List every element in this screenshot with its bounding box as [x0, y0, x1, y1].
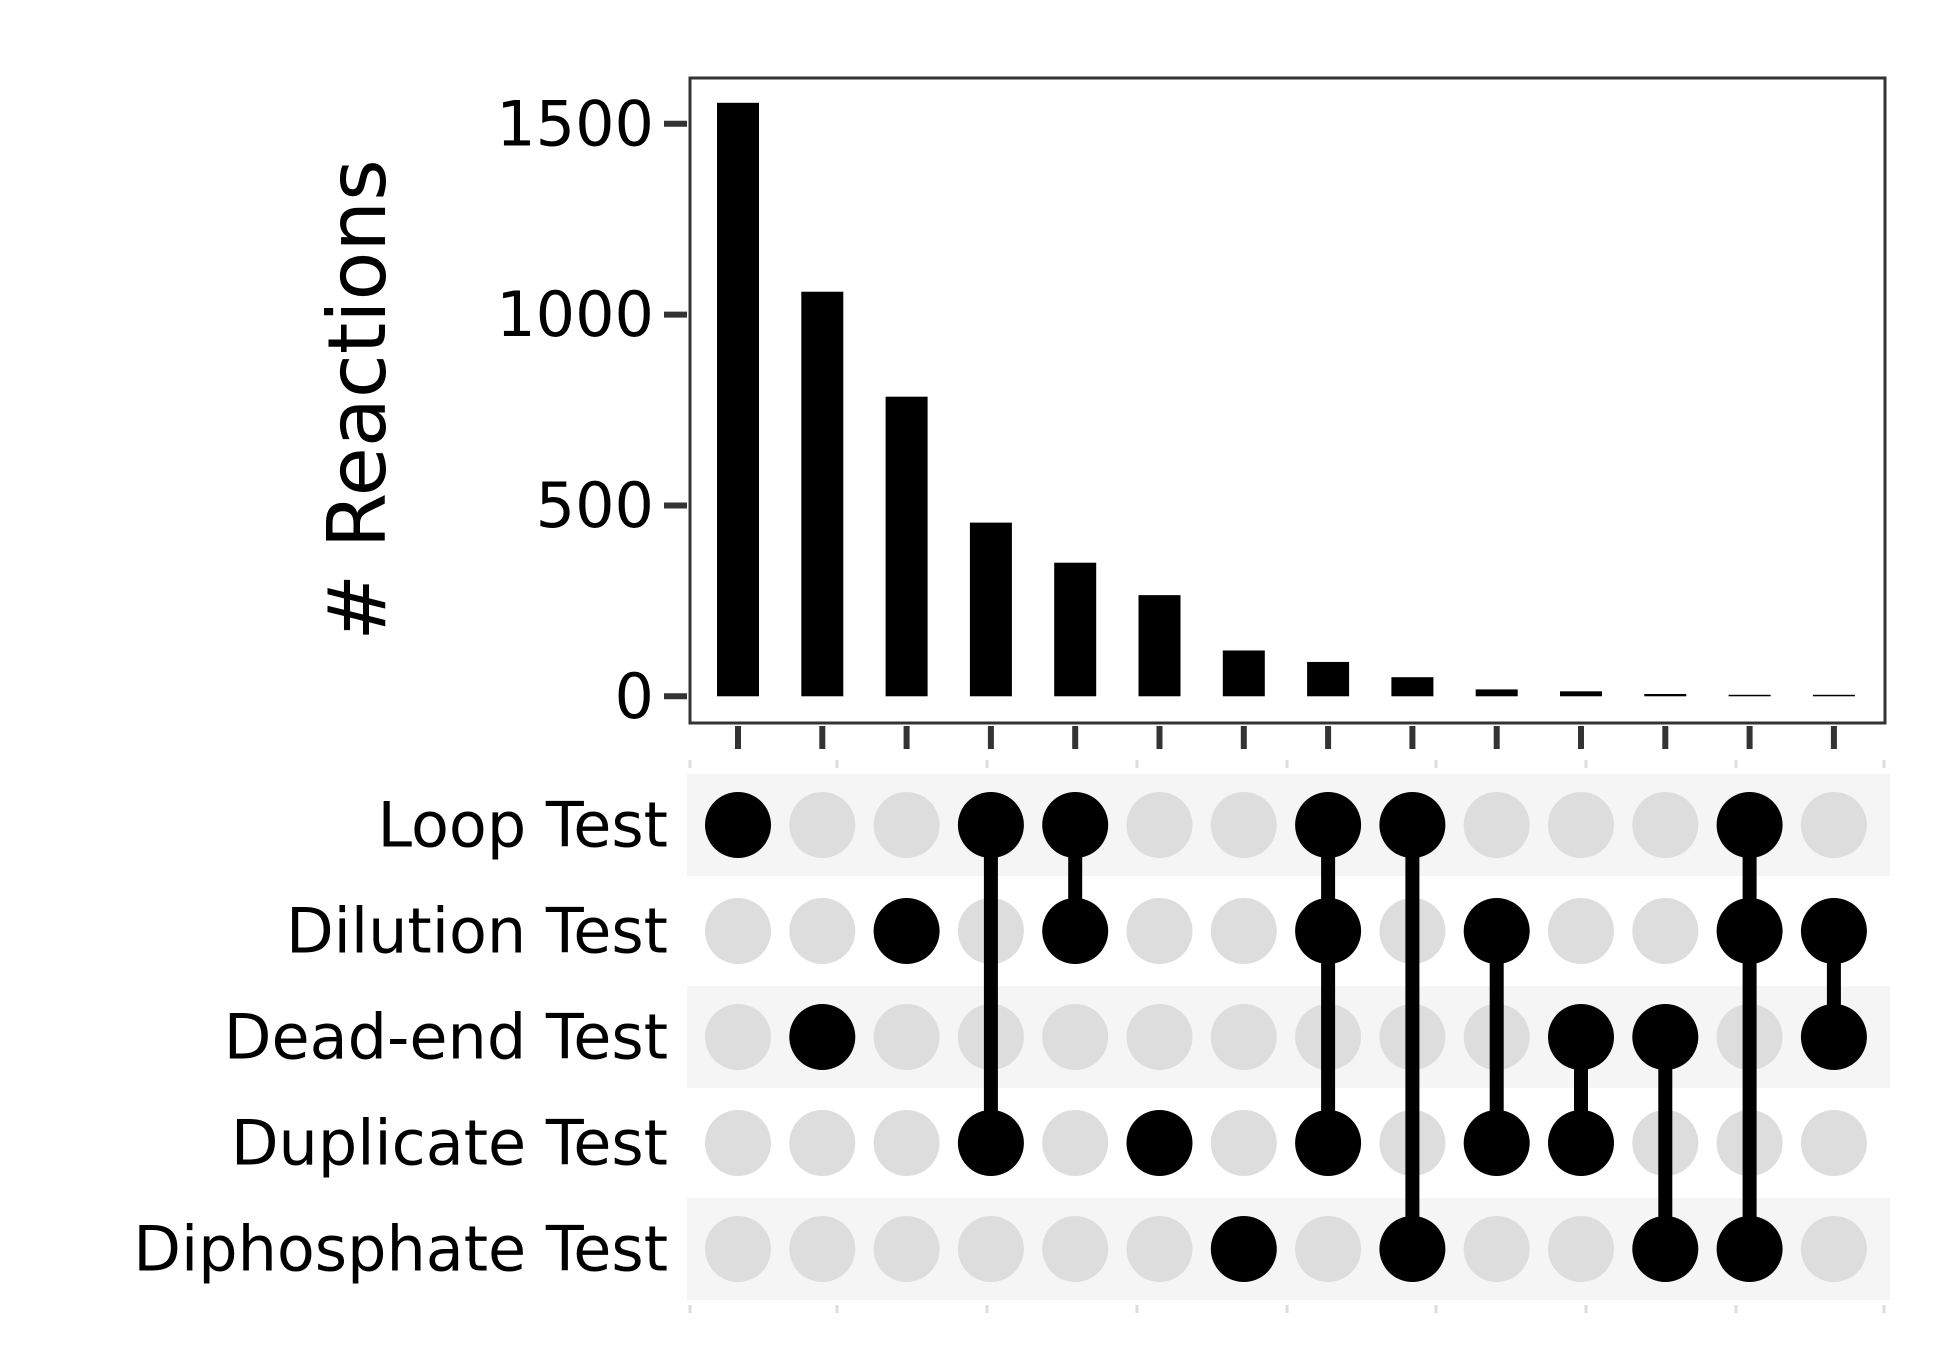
- matrix-dot-active: [789, 1004, 856, 1070]
- matrix-dot-active: [1126, 1110, 1193, 1176]
- y-axis: 0 500 1000 1500: [496, 87, 687, 733]
- matrix-dot-active: [957, 1110, 1024, 1176]
- matrix-dot-active: [1463, 898, 1530, 964]
- row-band: [687, 1198, 1890, 1300]
- matrix-dot-inactive: [1632, 792, 1699, 858]
- set-labels: Loop Test Dilution Test Dead-end Test Dupli…: [133, 789, 668, 1286]
- matrix-dot-active: [957, 792, 1024, 858]
- matrix-dot-inactive: [1210, 898, 1277, 964]
- bar: [1222, 650, 1265, 697]
- matrix-row-bands: [687, 774, 1890, 1300]
- matrix-dot-inactive: [1042, 1216, 1109, 1282]
- matrix-dot-inactive: [1548, 792, 1614, 858]
- matrix-dot-inactive: [1548, 1216, 1614, 1282]
- matrix-dot-inactive: [873, 1110, 940, 1176]
- bar: [1560, 691, 1602, 697]
- y-axis-title: # Reactions: [311, 159, 404, 641]
- matrix-dot-inactive: [1632, 898, 1699, 964]
- set-label: Dead-end Test: [224, 1001, 668, 1074]
- matrix-dot-inactive: [1126, 792, 1193, 858]
- set-label: Dilution Test: [286, 895, 668, 968]
- matrix-dot-active: [1716, 792, 1783, 858]
- matrix-dot-inactive: [873, 1216, 940, 1282]
- matrix-dot-inactive: [1126, 1004, 1193, 1070]
- bar: [1475, 689, 1518, 697]
- matrix-dot-active: [1042, 792, 1109, 858]
- y-tick-label: 500: [536, 469, 654, 542]
- matrix-dot-inactive: [1295, 1216, 1362, 1282]
- matrix-dot-inactive: [1548, 898, 1614, 964]
- matrix-dot-inactive: [1463, 792, 1530, 858]
- matrix-dot-active: [1716, 1216, 1783, 1282]
- bar: [1138, 595, 1181, 697]
- bar: [1054, 562, 1097, 697]
- y-tick-label: 1000: [496, 278, 654, 351]
- y-tick-label: 1500: [496, 87, 654, 160]
- matrix-dot-inactive: [1210, 1110, 1277, 1176]
- matrix-dot-active: [1463, 1110, 1530, 1176]
- matrix-dot-inactive: [873, 792, 940, 858]
- matrix-dot-active: [1042, 898, 1109, 964]
- matrix-dot-active: [1548, 1110, 1614, 1176]
- bar: [801, 291, 844, 697]
- matrix-dot-active: [1632, 1004, 1699, 1070]
- matrix-dot-inactive: [705, 1110, 771, 1176]
- matrix-dot-inactive: [705, 1216, 771, 1282]
- matrix-dot-inactive: [789, 1110, 856, 1176]
- matrix-dot-inactive: [873, 1004, 940, 1070]
- matrix-dot-inactive: [789, 898, 856, 964]
- bar: [1728, 694, 1771, 697]
- matrix-dot-inactive: [1800, 1216, 1867, 1282]
- matrix-dot-active: [1800, 1004, 1867, 1070]
- matrix-dot-inactive: [1042, 1110, 1109, 1176]
- matrix-dot-inactive: [705, 898, 771, 964]
- matrix-dot-active: [1632, 1216, 1699, 1282]
- bar: [717, 102, 759, 697]
- matrix-dot-active: [1210, 1216, 1277, 1282]
- bar: [969, 522, 1012, 697]
- matrix-dot-active: [1295, 792, 1362, 858]
- matrix-dot-inactive: [1126, 1216, 1193, 1282]
- matrix-dot-inactive: [1210, 792, 1277, 858]
- bar-series: [717, 102, 1855, 697]
- row-band: [687, 986, 1890, 1088]
- set-label: Loop Test: [378, 789, 668, 862]
- matrix-dot-active: [1379, 1216, 1446, 1282]
- matrix-dot-inactive: [1800, 1110, 1867, 1176]
- matrix-dot-inactive: [1126, 898, 1193, 964]
- matrix-dot-active: [705, 792, 771, 858]
- matrix-dot-inactive: [1042, 1004, 1109, 1070]
- set-label: Diphosphate Test: [133, 1213, 668, 1286]
- bar: [1812, 694, 1855, 697]
- bar: [885, 396, 928, 697]
- y-tick-label: 0: [615, 660, 654, 733]
- bar: [1391, 677, 1434, 697]
- set-label: Duplicate Test: [231, 1107, 668, 1180]
- matrix-dot-inactive: [789, 792, 856, 858]
- matrix-dot-active: [1379, 792, 1446, 858]
- bar: [1307, 661, 1350, 697]
- row-band: [687, 774, 1890, 876]
- matrix-dot-active: [1800, 898, 1867, 964]
- intersection-matrix: [705, 792, 1867, 1282]
- matrix-dot-inactive: [1463, 1216, 1530, 1282]
- x-axis-ticks: [688, 726, 1886, 1313]
- matrix-dot-active: [1295, 898, 1362, 964]
- matrix-dot-active: [1295, 1110, 1362, 1176]
- matrix-dot-active: [1716, 898, 1783, 964]
- bar: [1644, 693, 1687, 697]
- matrix-dot-inactive: [1210, 1004, 1277, 1070]
- matrix-dot-inactive: [957, 1216, 1024, 1282]
- matrix-dot-active: [873, 898, 940, 964]
- plot-frame: [688, 76, 1887, 725]
- matrix-dot-inactive: [705, 1004, 771, 1070]
- matrix-dot-inactive: [789, 1216, 856, 1282]
- matrix-dot-active: [1548, 1004, 1614, 1070]
- matrix-dot-inactive: [1800, 792, 1867, 858]
